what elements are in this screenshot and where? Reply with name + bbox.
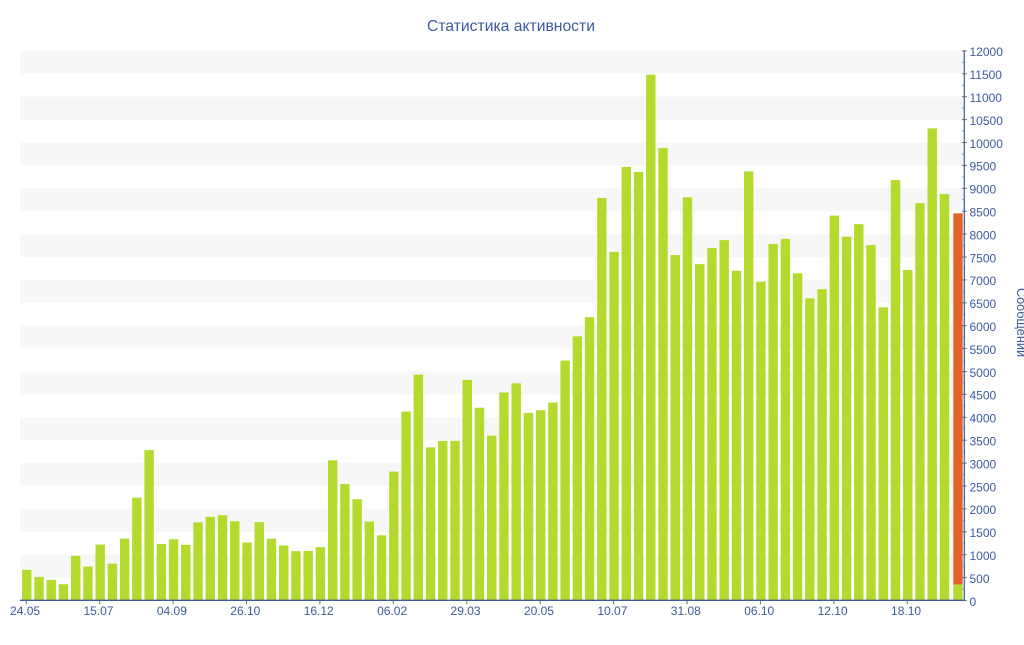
svg-text:20.05: 20.05 — [524, 604, 554, 618]
svg-text:5000: 5000 — [970, 366, 997, 380]
svg-text:15.07: 15.07 — [83, 604, 113, 618]
svg-text:500: 500 — [970, 572, 990, 586]
svg-text:18.10: 18.10 — [891, 604, 921, 618]
svg-text:12000: 12000 — [970, 45, 1004, 59]
svg-text:16.12: 16.12 — [304, 604, 334, 618]
svg-text:10500: 10500 — [970, 114, 1004, 128]
svg-text:06.10: 06.10 — [744, 604, 774, 618]
svg-text:2500: 2500 — [970, 480, 997, 494]
svg-text:6000: 6000 — [970, 320, 997, 334]
svg-text:7000: 7000 — [970, 274, 997, 288]
svg-text:1500: 1500 — [970, 526, 997, 540]
svg-text:06.02: 06.02 — [377, 604, 407, 618]
svg-text:1000: 1000 — [970, 549, 997, 563]
svg-text:11500: 11500 — [970, 68, 1003, 82]
svg-text:4500: 4500 — [970, 389, 997, 403]
svg-text:Сообщений: Сообщений — [1014, 288, 1024, 357]
svg-text:29.03: 29.03 — [451, 604, 481, 618]
svg-text:Статистика активности: Статистика активности — [427, 18, 595, 35]
svg-text:26.10: 26.10 — [230, 604, 260, 618]
svg-text:2000: 2000 — [970, 503, 997, 517]
svg-text:9000: 9000 — [970, 183, 997, 197]
svg-text:8000: 8000 — [970, 228, 997, 242]
svg-text:31.08: 31.08 — [671, 604, 701, 618]
svg-text:6500: 6500 — [970, 297, 997, 311]
svg-text:9500: 9500 — [970, 160, 997, 174]
svg-text:5500: 5500 — [970, 343, 997, 357]
svg-text:8500: 8500 — [970, 206, 997, 220]
svg-text:3500: 3500 — [970, 435, 997, 449]
svg-text:4000: 4000 — [970, 412, 997, 426]
svg-text:0: 0 — [970, 595, 977, 609]
svg-text:12.10: 12.10 — [818, 604, 848, 618]
svg-text:24.05: 24.05 — [10, 604, 40, 618]
svg-text:3000: 3000 — [970, 457, 997, 471]
svg-text:7500: 7500 — [970, 251, 997, 265]
svg-text:04.09: 04.09 — [157, 604, 187, 618]
svg-text:11000: 11000 — [970, 91, 1003, 105]
svg-text:10000: 10000 — [970, 137, 1004, 151]
svg-text:10.07: 10.07 — [597, 604, 627, 618]
